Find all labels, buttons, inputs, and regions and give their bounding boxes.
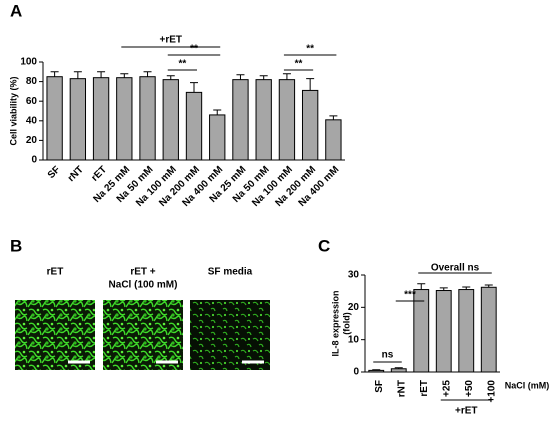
x-tick-label: rNT [396,380,407,397]
error-bar [329,115,338,120]
x-tick-label: SF [374,380,385,393]
y-tick-label: 40 [26,115,38,126]
bar [46,76,63,161]
y-tick-label: 80 [26,76,38,87]
annotation: ** [190,44,198,55]
micrographs [15,300,270,370]
bar [232,79,249,161]
micrograph [103,300,183,370]
bar [413,289,430,373]
annotation: ns [382,350,394,361]
error-bar [259,75,268,80]
error-bar [50,71,59,77]
image-caption: rET [47,267,64,278]
bar [480,286,497,373]
x-tick-label: rET [89,164,109,184]
bar [301,89,319,161]
bar [458,289,475,373]
panel-label: B [10,236,22,255]
bar [185,91,203,161]
y-axis-label: (fold) [341,312,351,335]
bar [368,369,385,373]
error-bar [213,109,222,115]
panel-label: A [10,1,22,20]
y-axis-label: IL-8 expression [330,290,340,356]
error-bar [143,71,152,77]
annotation: ** [306,44,314,55]
x-tick-label: SF [46,164,63,181]
error-bar [236,74,245,80]
error-bar [439,287,448,291]
error-bar [372,369,381,371]
x-tick-label: rNT [66,164,86,184]
error-bar [166,75,175,80]
bar [69,78,87,161]
annotation: Overall ns [431,263,480,274]
bar [435,290,452,373]
error-bar [417,283,426,290]
x-tick-label: +100 [486,380,497,403]
x-tick-label: +25 [441,380,452,397]
image-caption: NaCl (100 mM) [109,280,178,291]
annotation: ** [295,59,303,70]
error-bar [73,71,82,79]
x-tick-label: rET [419,380,430,397]
x-tick-label: +50 [464,380,475,397]
panel-label: C [318,236,330,255]
bar [255,79,272,161]
y-tick-label: 60 [26,96,38,107]
y-tick-label: 20 [26,135,38,146]
y-tick-label: 10 [348,334,360,345]
micrograph [190,300,270,370]
error-bar [97,71,106,78]
annotation: *** [404,290,416,301]
error-bar [484,284,493,288]
y-tick-label: 0 [353,367,359,378]
error-bar [190,82,198,93]
bar [92,77,110,161]
error-bar [120,73,129,78]
annotation: ** [178,59,186,70]
annotation: NaCl (mM) [505,380,550,390]
bar [162,79,179,161]
bar [390,368,407,373]
micrograph [15,300,95,370]
bar [325,119,342,161]
image-caption: rET + [130,267,155,278]
y-tick-label: 30 [348,270,360,281]
bar [278,79,296,161]
error-bar [282,73,291,80]
error-bar [306,78,315,91]
y-tick-label: 20 [348,302,360,313]
bar [139,76,156,161]
image-caption: SF media [208,267,253,278]
annotation: +rET [455,406,478,417]
y-tick-label: 0 [31,155,37,166]
y-tick-label: 100 [20,57,37,68]
annotation: +rET [160,35,183,46]
bar [209,114,226,161]
error-bar [462,286,471,290]
error-bar [394,367,403,369]
bar [116,77,133,161]
y-axis-label: Cell viability (%) [8,76,18,145]
